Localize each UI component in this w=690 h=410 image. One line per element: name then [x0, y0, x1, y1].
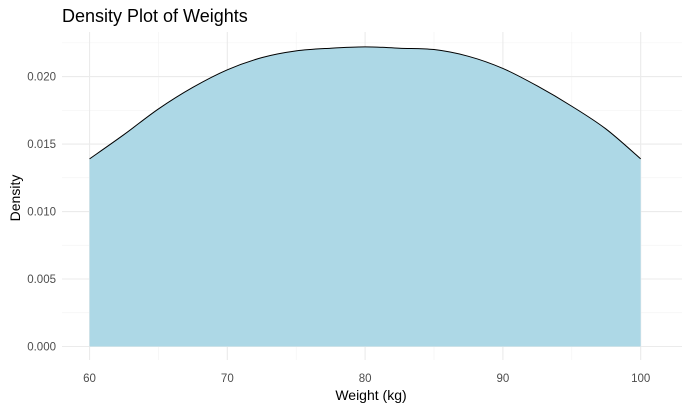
density-area [89, 46, 641, 347]
y-tick-label: 0.000 [27, 342, 56, 354]
x-tick-label: 70 [221, 373, 234, 385]
x-tick-label: 80 [359, 373, 372, 385]
density-curve [89, 46, 641, 160]
chart-title: Density Plot of Weights [62, 6, 248, 26]
y-tick-label: 0.010 [27, 207, 56, 219]
y-axis-ticks: 0.000 0.005 0.010 0.015 0.020 [27, 72, 56, 354]
area-layer [89, 46, 641, 347]
y-tick-label: 0.020 [27, 72, 56, 84]
x-tick-label: 90 [496, 373, 509, 385]
y-axis-title: Density [7, 175, 23, 222]
y-tick-label: 0.015 [27, 139, 56, 151]
y-tick-label: 0.005 [27, 274, 56, 286]
x-axis-ticks: 60 70 80 90 100 [83, 373, 650, 385]
x-tick-label: 60 [83, 373, 96, 385]
x-tick-label: 100 [631, 373, 650, 385]
x-axis-title: Weight (kg) [335, 387, 406, 403]
